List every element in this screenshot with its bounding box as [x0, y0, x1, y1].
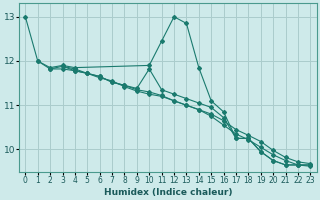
X-axis label: Humidex (Indice chaleur): Humidex (Indice chaleur): [104, 188, 232, 197]
